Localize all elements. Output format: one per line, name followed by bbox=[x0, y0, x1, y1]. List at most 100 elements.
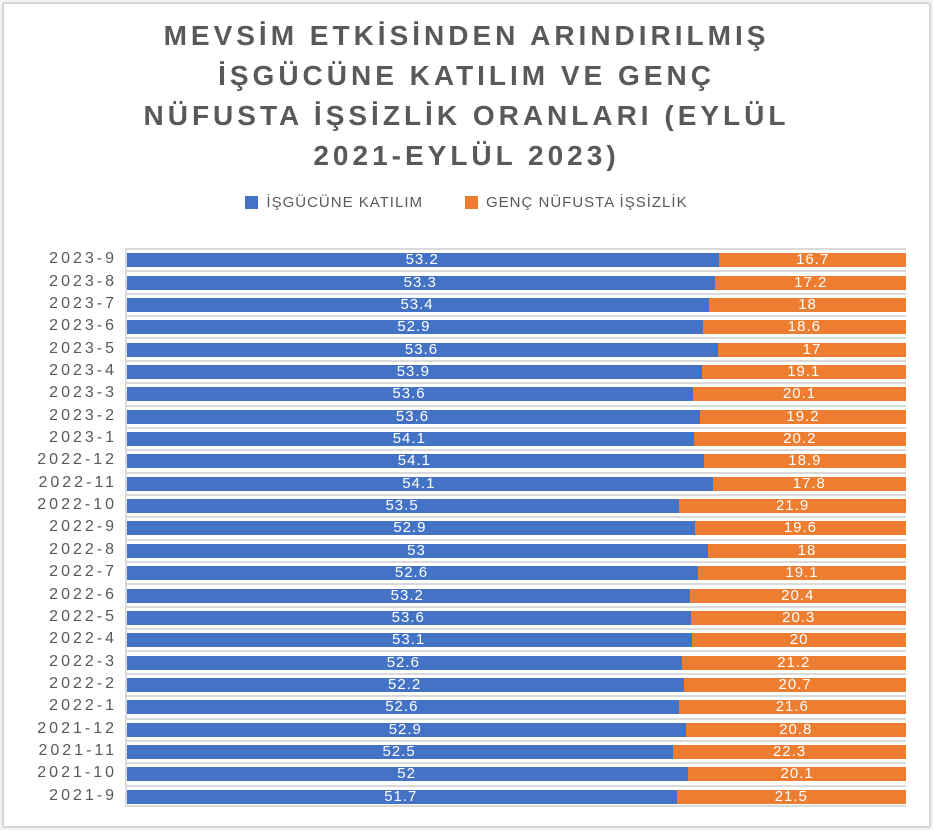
bar-segment-youth-unemployment: 19.6 bbox=[694, 520, 906, 536]
plot-cell: 52.9 18.6 bbox=[125, 315, 906, 337]
value-label-participation: 53.6 bbox=[395, 407, 430, 425]
value-label-youth-unemployment: 22.3 bbox=[772, 743, 807, 761]
chart-row: 2021-11 52.5 22.3 bbox=[0, 739, 906, 762]
plot-cell: 52 20.1 bbox=[125, 762, 906, 784]
value-label-youth-unemployment: 21.5 bbox=[774, 787, 808, 805]
bar-track: 52.9 19.6 bbox=[125, 520, 906, 536]
value-label-youth-unemployment: 17.8 bbox=[792, 474, 826, 492]
bar-track: 53.4 18 bbox=[125, 297, 906, 312]
bar-segment-youth-unemployment: 21.9 bbox=[679, 498, 906, 514]
bar-track: 52.2 20.7 bbox=[125, 677, 906, 692]
bar-track: 53.6 19.2 bbox=[125, 407, 906, 425]
category-label: 2021-11 bbox=[38, 742, 117, 760]
value-label-participation: 51.7 bbox=[384, 787, 418, 805]
bar-track: 54.1 20.2 bbox=[125, 430, 906, 448]
plot-cell: 52.6 21.6 bbox=[125, 695, 906, 717]
value-label-participation: 53.6 bbox=[391, 608, 425, 626]
plot-cell: 52.6 19.1 bbox=[125, 561, 906, 583]
chart-row: 2022-10 53.5 21.9 bbox=[0, 493, 906, 516]
bar-segment-participation: 53.9 bbox=[125, 364, 702, 379]
bar-segment-youth-unemployment: 19.2 bbox=[700, 407, 906, 425]
legend-item-youth-unemployment: GENÇ NÜFUSTA İŞSİZLİK bbox=[464, 194, 688, 211]
bar-segment-participation: 53.6 bbox=[125, 608, 692, 626]
value-label-youth-unemployment: 20.1 bbox=[780, 765, 814, 783]
plot-cell: 53 18 bbox=[125, 538, 906, 561]
value-label-youth-unemployment: 20 bbox=[789, 631, 809, 649]
category-label: 2022-7 bbox=[49, 563, 117, 581]
category-label: 2022-11 bbox=[38, 473, 117, 491]
bar-segment-youth-unemployment: 20.7 bbox=[684, 677, 906, 692]
chart-row: 2023-3 53.6 20.1 bbox=[0, 382, 906, 404]
bar-track: 53.6 17 bbox=[125, 340, 906, 358]
bar-segment-participation: 52.9 bbox=[125, 318, 703, 336]
value-label-participation: 53 bbox=[407, 541, 426, 559]
bar-track: 52.6 21.6 bbox=[125, 698, 906, 716]
plot-cell: 54.1 18.9 bbox=[125, 449, 906, 471]
bar-track: 52.9 20.8 bbox=[125, 722, 906, 737]
bar-segment-youth-unemployment: 20.2 bbox=[693, 430, 906, 448]
plot-area: 2023-9 53.2 16.7 2023-8 53.3 17.2 2023-7 53.4 18… bbox=[0, 248, 906, 807]
bar-track: 52.5 22.3 bbox=[125, 743, 906, 761]
value-label-participation: 52 bbox=[397, 765, 416, 783]
category-label: 2023-1 bbox=[49, 429, 117, 447]
chart-row: 2023-7 53.4 18 bbox=[0, 292, 906, 315]
value-label-participation: 53.1 bbox=[392, 631, 426, 649]
bar-segment-youth-unemployment: 19.1 bbox=[701, 364, 906, 379]
chart-row: 2023-5 53.6 17 bbox=[0, 337, 906, 359]
bar-segment-youth-unemployment: 21.2 bbox=[681, 653, 906, 671]
category-label: 2023-3 bbox=[49, 384, 117, 402]
bar-segment-participation: 53.6 bbox=[125, 407, 701, 425]
bar-track: 53.5 21.9 bbox=[125, 498, 906, 514]
value-label-participation: 52.5 bbox=[382, 743, 416, 761]
category-axis-line bbox=[125, 248, 127, 807]
plot-cell: 53.2 20.4 bbox=[125, 583, 906, 605]
value-label-youth-unemployment: 17 bbox=[802, 340, 822, 358]
plot-cell: 53.6 19.2 bbox=[125, 404, 906, 427]
bar-track: 54.1 18.9 bbox=[125, 453, 906, 469]
category-label: 2023-6 bbox=[49, 317, 117, 335]
plot-cell: 53.6 20.1 bbox=[125, 382, 906, 404]
chart-row: 2023-2 53.6 19.2 bbox=[0, 404, 906, 427]
legend-swatch-youth-unemployment-icon bbox=[464, 196, 478, 209]
category-label: 2023-4 bbox=[49, 361, 117, 379]
value-label-youth-unemployment: 20.1 bbox=[782, 385, 817, 403]
plot-cell: 51.7 21.5 bbox=[125, 784, 906, 807]
value-label-participation: 53.6 bbox=[404, 340, 439, 358]
value-label-youth-unemployment: 19.2 bbox=[786, 407, 820, 425]
chart-row: 2021-10 52 20.1 bbox=[0, 762, 906, 784]
plot-cell: 52.9 19.6 bbox=[125, 516, 906, 538]
chart-row: 2021-9 51.7 21.5 bbox=[0, 784, 906, 807]
category-label: 2022-9 bbox=[49, 518, 117, 536]
bar-segment-youth-unemployment: 19.1 bbox=[697, 565, 906, 581]
value-label-youth-unemployment: 21.2 bbox=[777, 653, 811, 671]
bar-segment-participation: 54.1 bbox=[125, 430, 694, 448]
value-label-youth-unemployment: 21.6 bbox=[775, 698, 809, 716]
legend-swatch-participation-icon bbox=[245, 196, 259, 209]
chart-row: 2023-6 52.9 18.6 bbox=[0, 315, 906, 337]
bar-track: 52.6 19.1 bbox=[125, 565, 906, 581]
category-label: 2022-10 bbox=[37, 496, 117, 514]
bar-segment-participation: 53.4 bbox=[125, 297, 710, 312]
bar-track: 53.6 20.1 bbox=[125, 385, 906, 403]
value-label-participation: 53.2 bbox=[390, 586, 424, 604]
bar-segment-participation: 53.6 bbox=[125, 340, 718, 358]
bar-segment-participation: 51.7 bbox=[125, 787, 677, 805]
value-label-youth-unemployment: 18 bbox=[797, 541, 817, 559]
chart-title-line-3: NÜFUSTA İŞSİZLİK ORANLARI (EYLÜL bbox=[143, 100, 790, 131]
bar-track: 53.2 20.4 bbox=[125, 586, 906, 604]
value-label-youth-unemployment: 16.7 bbox=[796, 251, 830, 269]
bar-segment-participation: 53.1 bbox=[125, 631, 693, 649]
value-label-participation: 52.9 bbox=[397, 318, 431, 336]
bar-segment-participation: 53.2 bbox=[125, 586, 690, 604]
bar-segment-participation: 54.1 bbox=[125, 476, 713, 491]
bar-segment-youth-unemployment: 18.6 bbox=[702, 319, 906, 335]
plot-cell: 53.3 17.2 bbox=[125, 270, 906, 292]
bar-segment-youth-unemployment: 18 bbox=[709, 297, 906, 312]
category-label: 2023-2 bbox=[49, 406, 117, 424]
bar-segment-participation: 52.2 bbox=[125, 677, 685, 692]
value-label-youth-unemployment: 20.2 bbox=[783, 430, 817, 448]
chart-row: 2023-9 53.2 16.7 bbox=[0, 248, 906, 270]
value-label-participation: 54.1 bbox=[392, 430, 426, 448]
bar-segment-youth-unemployment: 22.3 bbox=[673, 743, 906, 761]
bar-segment-youth-unemployment: 20.1 bbox=[688, 765, 906, 783]
